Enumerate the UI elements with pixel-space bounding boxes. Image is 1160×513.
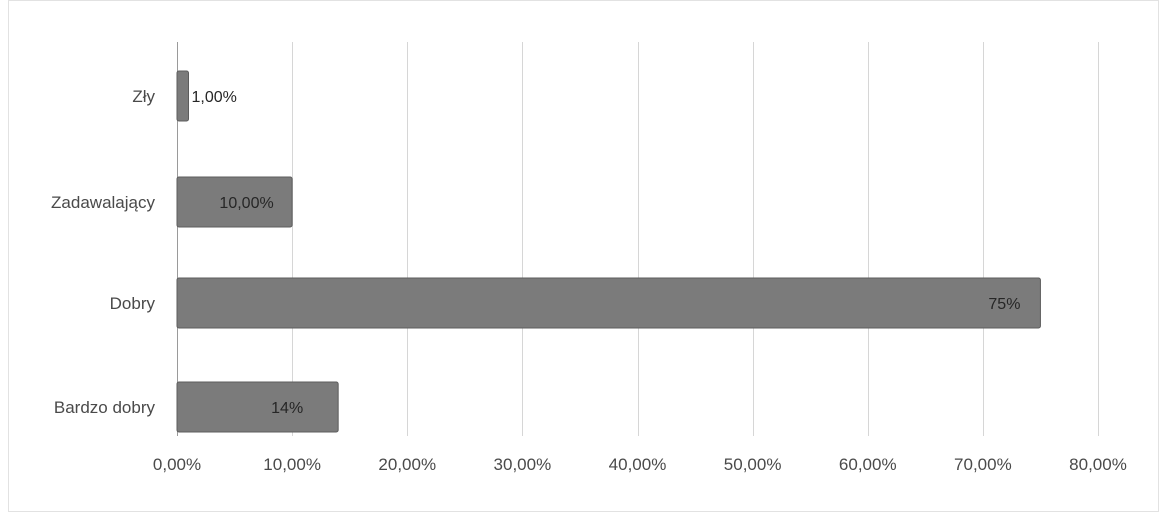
x-tick-label: 80,00% [1069, 455, 1127, 474]
data-label: 1,00% [192, 89, 237, 106]
category-label: Dobry [110, 294, 156, 313]
x-tick-label: 20,00% [378, 455, 436, 474]
x-tick-label: 50,00% [724, 455, 782, 474]
data-label: 75% [988, 296, 1020, 313]
data-label: 10,00% [219, 195, 273, 212]
bars [176, 70, 1041, 433]
x-tick-labels: 0,00% 10,00% 20,00% 30,00% 40,00% 50,00% 60,00… [153, 455, 1127, 474]
category-label: Bardzo dobry [54, 398, 156, 417]
bar-zadawalający [176, 176, 293, 228]
category-label: Zły [132, 87, 155, 106]
data-labels: 1,00% 10,00% 75% 14% [192, 89, 1021, 417]
x-tick-label: 40,00% [609, 455, 667, 474]
bar-bardzo-dobry [176, 381, 339, 433]
bar-dobry [176, 277, 1041, 329]
data-label: 14% [271, 400, 303, 417]
x-tick-label: 60,00% [839, 455, 897, 474]
x-tick-label: 70,00% [954, 455, 1012, 474]
x-tick-label: 0,00% [153, 455, 201, 474]
x-tick-label: 30,00% [494, 455, 552, 474]
bar-zły [176, 70, 190, 122]
category-labels: Zły Zadawalający Dobry Bardzo dobry [51, 87, 155, 417]
x-tick-label: 10,00% [263, 455, 321, 474]
category-label: Zadawalający [51, 193, 155, 212]
